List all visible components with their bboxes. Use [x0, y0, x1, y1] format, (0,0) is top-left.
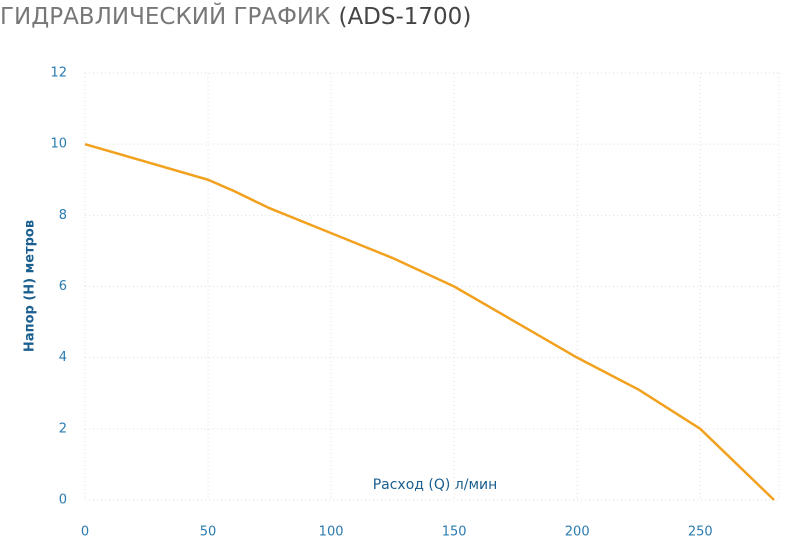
x-tick-label: 100 [319, 525, 344, 538]
x-tick-label: 50 [200, 525, 217, 538]
x-tick-label: 150 [442, 525, 467, 538]
y-tick-label: 8 [59, 208, 67, 223]
y-tick-label: 12 [50, 66, 67, 81]
y-axis-label: Напор (H) метров [23, 220, 38, 352]
y-tick-label: 10 [50, 137, 67, 152]
y-tick-label: 4 [59, 350, 67, 365]
chart-title: ГИДРАВЛИЧЕСКИЙ ГРАФИК [0, 2, 330, 30]
chart-subtitle: (ADS-1700) [338, 4, 471, 30]
x-axis-label: Расход (Q) л/мин [373, 477, 498, 493]
x-tick-label: 200 [565, 525, 590, 538]
y-tick-label: 2 [59, 421, 67, 436]
y-tick-label: 0 [59, 493, 67, 508]
chart-title-group: ГИДРАВЛИЧЕСКИЙ ГРАФИК (ADS-1700) [0, 2, 471, 30]
x-tick-label: 250 [688, 525, 713, 538]
x-tick-label: 0 [81, 525, 89, 538]
y-tick-label: 6 [59, 279, 67, 294]
line-series [84, 142, 775, 501]
